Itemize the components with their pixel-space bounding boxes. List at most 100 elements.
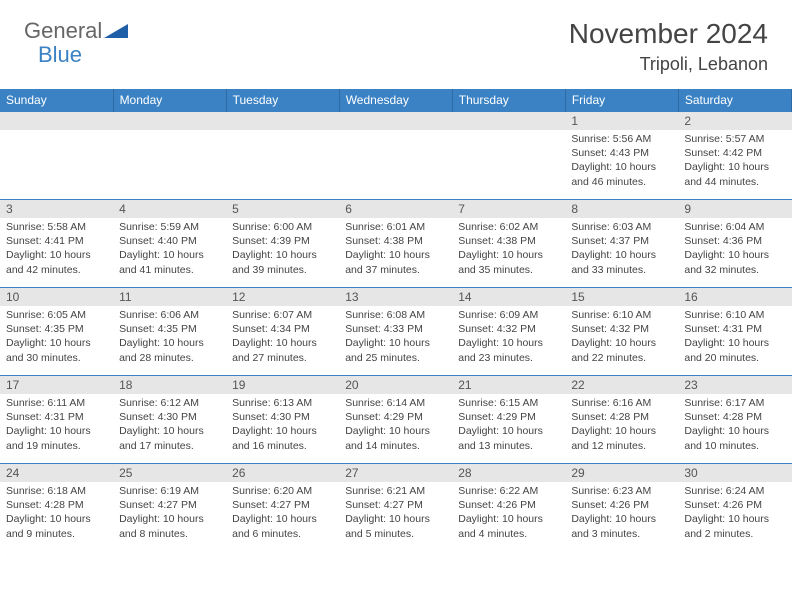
- day-number: 1: [565, 112, 678, 130]
- calendar-day: 21Sunrise: 6:15 AMSunset: 4:29 PMDayligh…: [452, 376, 565, 464]
- calendar-day: 8Sunrise: 6:03 AMSunset: 4:37 PMDaylight…: [565, 200, 678, 288]
- daylight-line: Daylight: 10 hours and 14 minutes.: [345, 424, 446, 452]
- calendar-day: 3Sunrise: 5:58 AMSunset: 4:41 PMDaylight…: [0, 200, 113, 288]
- sunrise-line: Sunrise: 6:02 AM: [458, 220, 559, 234]
- calendar-day: 16Sunrise: 6:10 AMSunset: 4:31 PMDayligh…: [678, 288, 791, 376]
- calendar-empty-day: [339, 112, 452, 200]
- calendar-day: 15Sunrise: 6:10 AMSunset: 4:32 PMDayligh…: [565, 288, 678, 376]
- calendar-day: 23Sunrise: 6:17 AMSunset: 4:28 PMDayligh…: [678, 376, 791, 464]
- day-number: 6: [339, 200, 452, 218]
- sunrise-line: Sunrise: 6:12 AM: [119, 396, 220, 410]
- calendar-empty-day: [226, 112, 339, 200]
- day-number: 18: [113, 376, 226, 394]
- day-info: Sunrise: 6:05 AMSunset: 4:35 PMDaylight:…: [0, 306, 113, 369]
- calendar-row: 24Sunrise: 6:18 AMSunset: 4:28 PMDayligh…: [0, 464, 792, 552]
- calendar-day: 5Sunrise: 6:00 AMSunset: 4:39 PMDaylight…: [226, 200, 339, 288]
- sunset-line: Sunset: 4:29 PM: [458, 410, 559, 424]
- daylight-line: Daylight: 10 hours and 30 minutes.: [6, 336, 107, 364]
- sunrise-line: Sunrise: 6:21 AM: [345, 484, 446, 498]
- day-number: 5: [226, 200, 339, 218]
- calendar-day: 28Sunrise: 6:22 AMSunset: 4:26 PMDayligh…: [452, 464, 565, 552]
- day-number: 27: [339, 464, 452, 482]
- day-info: Sunrise: 6:03 AMSunset: 4:37 PMDaylight:…: [565, 218, 678, 281]
- day-of-week-row: SundayMondayTuesdayWednesdayThursdayFrid…: [0, 89, 792, 112]
- sunset-line: Sunset: 4:26 PM: [458, 498, 559, 512]
- logo: General: [24, 18, 130, 44]
- dow-header: Saturday: [678, 89, 791, 112]
- daylight-line: Daylight: 10 hours and 17 minutes.: [119, 424, 220, 452]
- daylight-line: Daylight: 10 hours and 2 minutes.: [684, 512, 785, 540]
- logo-text-blue: Blue: [38, 42, 82, 68]
- daylight-line: Daylight: 10 hours and 25 minutes.: [345, 336, 446, 364]
- sunset-line: Sunset: 4:33 PM: [345, 322, 446, 336]
- sunset-line: Sunset: 4:32 PM: [458, 322, 559, 336]
- sunset-line: Sunset: 4:29 PM: [345, 410, 446, 424]
- sunset-line: Sunset: 4:27 PM: [119, 498, 220, 512]
- day-number: 29: [565, 464, 678, 482]
- calendar-row: 1Sunrise: 5:56 AMSunset: 4:43 PMDaylight…: [0, 112, 792, 200]
- calendar-row: 17Sunrise: 6:11 AMSunset: 4:31 PMDayligh…: [0, 376, 792, 464]
- calendar-day: 18Sunrise: 6:12 AMSunset: 4:30 PMDayligh…: [113, 376, 226, 464]
- daylight-line: Daylight: 10 hours and 8 minutes.: [119, 512, 220, 540]
- sunset-line: Sunset: 4:28 PM: [684, 410, 785, 424]
- calendar-day: 30Sunrise: 6:24 AMSunset: 4:26 PMDayligh…: [678, 464, 791, 552]
- sunrise-line: Sunrise: 6:06 AM: [119, 308, 220, 322]
- day-number: 15: [565, 288, 678, 306]
- day-number: 17: [0, 376, 113, 394]
- day-info: Sunrise: 6:20 AMSunset: 4:27 PMDaylight:…: [226, 482, 339, 545]
- logo-text-general: General: [24, 18, 102, 44]
- day-info: Sunrise: 6:21 AMSunset: 4:27 PMDaylight:…: [339, 482, 452, 545]
- daylight-line: Daylight: 10 hours and 22 minutes.: [571, 336, 672, 364]
- day-info: Sunrise: 6:13 AMSunset: 4:30 PMDaylight:…: [226, 394, 339, 457]
- day-info: [339, 130, 452, 190]
- calendar-day: 25Sunrise: 6:19 AMSunset: 4:27 PMDayligh…: [113, 464, 226, 552]
- location: Tripoli, Lebanon: [569, 54, 768, 75]
- daylight-line: Daylight: 10 hours and 4 minutes.: [458, 512, 559, 540]
- daylight-line: Daylight: 10 hours and 12 minutes.: [571, 424, 672, 452]
- sunrise-line: Sunrise: 6:04 AM: [684, 220, 785, 234]
- daylight-line: Daylight: 10 hours and 9 minutes.: [6, 512, 107, 540]
- calendar-day: 29Sunrise: 6:23 AMSunset: 4:26 PMDayligh…: [565, 464, 678, 552]
- calendar-day: 27Sunrise: 6:21 AMSunset: 4:27 PMDayligh…: [339, 464, 452, 552]
- day-info: Sunrise: 6:24 AMSunset: 4:26 PMDaylight:…: [678, 482, 791, 545]
- dow-header: Thursday: [452, 89, 565, 112]
- sunset-line: Sunset: 4:42 PM: [684, 146, 785, 160]
- sunrise-line: Sunrise: 5:58 AM: [6, 220, 107, 234]
- calendar-empty-day: [0, 112, 113, 200]
- day-number: 14: [452, 288, 565, 306]
- daylight-line: Daylight: 10 hours and 41 minutes.: [119, 248, 220, 276]
- calendar-day: 17Sunrise: 6:11 AMSunset: 4:31 PMDayligh…: [0, 376, 113, 464]
- dow-header: Wednesday: [339, 89, 452, 112]
- day-info: Sunrise: 5:58 AMSunset: 4:41 PMDaylight:…: [0, 218, 113, 281]
- sunrise-line: Sunrise: 6:09 AM: [458, 308, 559, 322]
- calendar-day: 20Sunrise: 6:14 AMSunset: 4:29 PMDayligh…: [339, 376, 452, 464]
- day-number: [226, 112, 339, 130]
- day-info: Sunrise: 6:12 AMSunset: 4:30 PMDaylight:…: [113, 394, 226, 457]
- day-number: 30: [678, 464, 791, 482]
- sunset-line: Sunset: 4:31 PM: [684, 322, 785, 336]
- day-number: [0, 112, 113, 130]
- dow-header: Tuesday: [226, 89, 339, 112]
- title-block: November 2024 Tripoli, Lebanon: [569, 18, 768, 75]
- sunrise-line: Sunrise: 6:20 AM: [232, 484, 333, 498]
- sunrise-line: Sunrise: 6:19 AM: [119, 484, 220, 498]
- day-number: 23: [678, 376, 791, 394]
- daylight-line: Daylight: 10 hours and 13 minutes.: [458, 424, 559, 452]
- daylight-line: Daylight: 10 hours and 35 minutes.: [458, 248, 559, 276]
- dow-header: Friday: [565, 89, 678, 112]
- day-info: Sunrise: 6:11 AMSunset: 4:31 PMDaylight:…: [0, 394, 113, 457]
- daylight-line: Daylight: 10 hours and 46 minutes.: [571, 160, 672, 188]
- daylight-line: Daylight: 10 hours and 37 minutes.: [345, 248, 446, 276]
- day-info: Sunrise: 6:19 AMSunset: 4:27 PMDaylight:…: [113, 482, 226, 545]
- sunrise-line: Sunrise: 6:14 AM: [345, 396, 446, 410]
- calendar-day: 13Sunrise: 6:08 AMSunset: 4:33 PMDayligh…: [339, 288, 452, 376]
- daylight-line: Daylight: 10 hours and 39 minutes.: [232, 248, 333, 276]
- sunrise-line: Sunrise: 6:17 AM: [684, 396, 785, 410]
- daylight-line: Daylight: 10 hours and 42 minutes.: [6, 248, 107, 276]
- day-number: 21: [452, 376, 565, 394]
- sunrise-line: Sunrise: 6:11 AM: [6, 396, 107, 410]
- day-number: 11: [113, 288, 226, 306]
- calendar-day: 1Sunrise: 5:56 AMSunset: 4:43 PMDaylight…: [565, 112, 678, 200]
- sunrise-line: Sunrise: 5:56 AM: [571, 132, 672, 146]
- calendar-day: 12Sunrise: 6:07 AMSunset: 4:34 PMDayligh…: [226, 288, 339, 376]
